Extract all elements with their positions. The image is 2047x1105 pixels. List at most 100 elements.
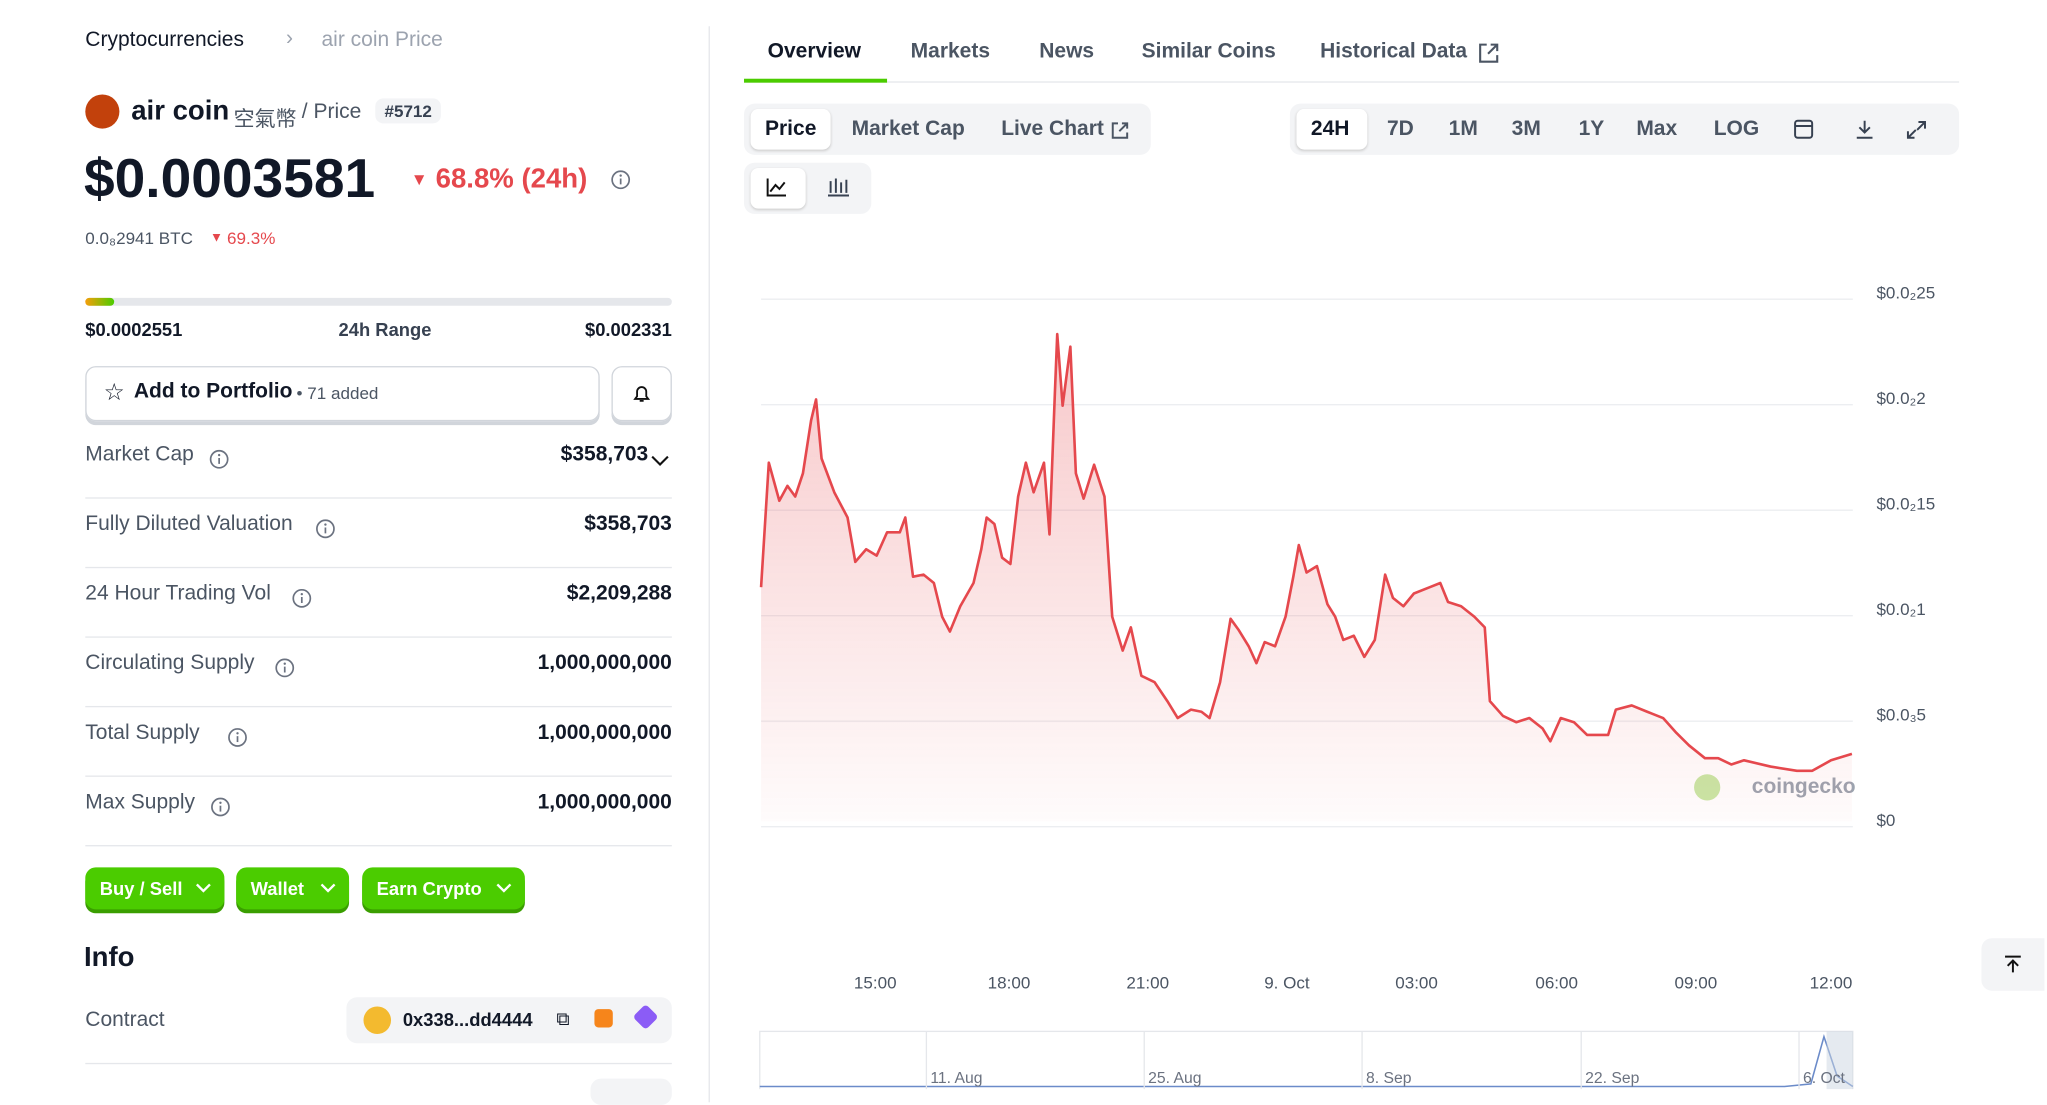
breadcrumb-current: air coin Price: [321, 28, 443, 52]
x-tick-label: 03:00: [1395, 974, 1438, 993]
x-tick-label: 06:00: [1535, 974, 1578, 993]
stat-row: Market Cap $358,703: [85, 428, 672, 499]
navigator-label: 11. Aug: [930, 1070, 982, 1087]
price-change: 68.8% (24h): [435, 164, 588, 195]
metamask-icon[interactable]: [594, 1009, 613, 1028]
action-button[interactable]: Earn Crypto: [362, 867, 525, 910]
tab[interactable]: News: [1039, 40, 1095, 63]
column-divider: [708, 26, 710, 1103]
range-tab[interactable]: 7D: [1386, 118, 1414, 141]
scroll-top-button[interactable]: [1981, 938, 2045, 991]
coin-name: air coin: [131, 95, 230, 126]
x-tick-label: 9. Oct: [1264, 974, 1310, 993]
action-label: Wallet: [250, 877, 305, 899]
range-tab[interactable]: 3M: [1511, 118, 1541, 141]
chart-tab[interactable]: Price: [765, 118, 817, 141]
info-title: Info: [83, 942, 135, 973]
range-tab[interactable]: 1M: [1448, 118, 1478, 141]
info-icon: [211, 797, 230, 817]
x-tick-label: 21:00: [1126, 974, 1169, 993]
tab[interactable]: Historical Data: [1320, 40, 1468, 63]
range-fill: [85, 297, 115, 306]
range-tab[interactable]: 1Y: [1578, 118, 1605, 141]
stat-value: 1,000,000,000: [537, 721, 672, 745]
x-tick-label: 15:00: [854, 974, 897, 993]
btc-change: 69.3%: [227, 228, 276, 249]
stat-value: $2,209,288: [566, 582, 672, 605]
y-tick-label: $0.0₃5: [1876, 705, 1926, 724]
range-label: 24h Range: [338, 318, 432, 340]
range-bar: [85, 297, 672, 306]
range-high: $0.002331: [584, 318, 672, 340]
range-group: [1289, 103, 1960, 155]
view-icons: [766, 178, 849, 197]
external-link-icon: [1111, 122, 1129, 139]
alert-button[interactable]: [611, 366, 672, 422]
tab[interactable]: Overview: [767, 40, 862, 63]
price-area: [761, 334, 1852, 822]
contract-label: Contract: [85, 1009, 165, 1032]
tab-underline: [744, 81, 1960, 83]
stat-value: $358,703: [560, 443, 649, 466]
stat-label: Circulating Supply: [85, 652, 255, 675]
stat-label: Fully Diluted Valuation: [85, 513, 293, 536]
y-tick-label: $0: [1876, 811, 1895, 830]
action-label: Earn Crypto: [376, 877, 482, 899]
chart-tab[interactable]: Live Chart: [1001, 118, 1104, 141]
breadcrumb-link[interactable]: Cryptocurrencies: [85, 28, 244, 52]
down-arrow: ▼: [410, 169, 428, 189]
stat-row: Circulating Supply 1,000,000,000: [85, 636, 672, 708]
y-tick-label: $0.0₂1: [1876, 600, 1925, 619]
portfolio-label: Add to Portfolio: [133, 380, 293, 403]
range-tab[interactable]: LOG: [1713, 118, 1760, 141]
coin-rank: #5712: [375, 98, 442, 124]
portfolio-button[interactable]: ☆ Add to Portfolio • 71 added: [85, 366, 600, 422]
action-label: Buy / Sell: [99, 877, 183, 899]
stat-label: 24 Hour Trading Vol: [85, 582, 271, 605]
active-pill: [750, 108, 831, 150]
portfolio-count: • 71 added: [296, 383, 379, 403]
range-low: $0.0002551: [85, 318, 183, 340]
chart-tools[interactable]: [1792, 118, 1949, 142]
coin-logo: [85, 94, 120, 129]
external-link-icon: [1479, 43, 1499, 63]
chart-tab[interactable]: Market Cap: [851, 118, 965, 141]
info-icon: [275, 658, 295, 678]
range-tab[interactable]: 24H: [1310, 118, 1350, 141]
action-button[interactable]: Wallet: [236, 867, 350, 910]
divider: [85, 1062, 672, 1065]
y-tick-label: $0.0₂2: [1876, 389, 1925, 408]
coin-alt-name: 空氣幣: [233, 108, 297, 132]
bnb-icon: [363, 1006, 392, 1035]
stat-value: $358,703: [584, 513, 672, 536]
action-button[interactable]: Buy / Sell: [85, 867, 225, 910]
navigator-label: 25. Aug: [1148, 1070, 1201, 1087]
tab[interactable]: Markets: [910, 40, 991, 63]
info-icon: [228, 728, 247, 747]
coin-suffix: / Price: [301, 101, 362, 124]
x-tick-label: 09:00: [1675, 974, 1718, 993]
tab[interactable]: Similar Coins: [1141, 40, 1276, 63]
contract-address: 0x338...dd4444: [402, 1009, 533, 1031]
info-icon: [209, 449, 229, 469]
btc-price: 0.0₈2941 BTC: [85, 228, 193, 249]
breadcrumb-sep: ›: [286, 27, 294, 50]
stat-row: Fully Diluted Valuation $358,703: [85, 497, 672, 569]
chevron-icon: [496, 883, 512, 893]
contract-chip[interactable]: 0x338...dd4444 ⧉: [346, 997, 672, 1044]
chevron-icon[interactable]: [651, 454, 669, 467]
navigator[interactable]: [759, 1030, 1854, 1090]
price: $0.0003581: [83, 146, 376, 209]
navigator-label: 8. Sep: [1366, 1070, 1412, 1087]
range-tab[interactable]: Max: [1636, 118, 1678, 141]
chevron-icon: [195, 883, 211, 893]
navigator-label: 22. Sep: [1585, 1070, 1639, 1087]
copy-icon[interactable]: ⧉: [556, 1007, 570, 1029]
y-tick-label: $0.0₂15: [1876, 494, 1935, 513]
down-arrow: ▼: [209, 230, 223, 246]
stat-row: Max Supply 1,000,000,000: [85, 776, 672, 847]
stat-label: Max Supply: [85, 791, 195, 814]
chevron-icon: [320, 883, 336, 893]
x-tick-label: 18:00: [988, 974, 1031, 993]
info-icon: [292, 588, 312, 608]
